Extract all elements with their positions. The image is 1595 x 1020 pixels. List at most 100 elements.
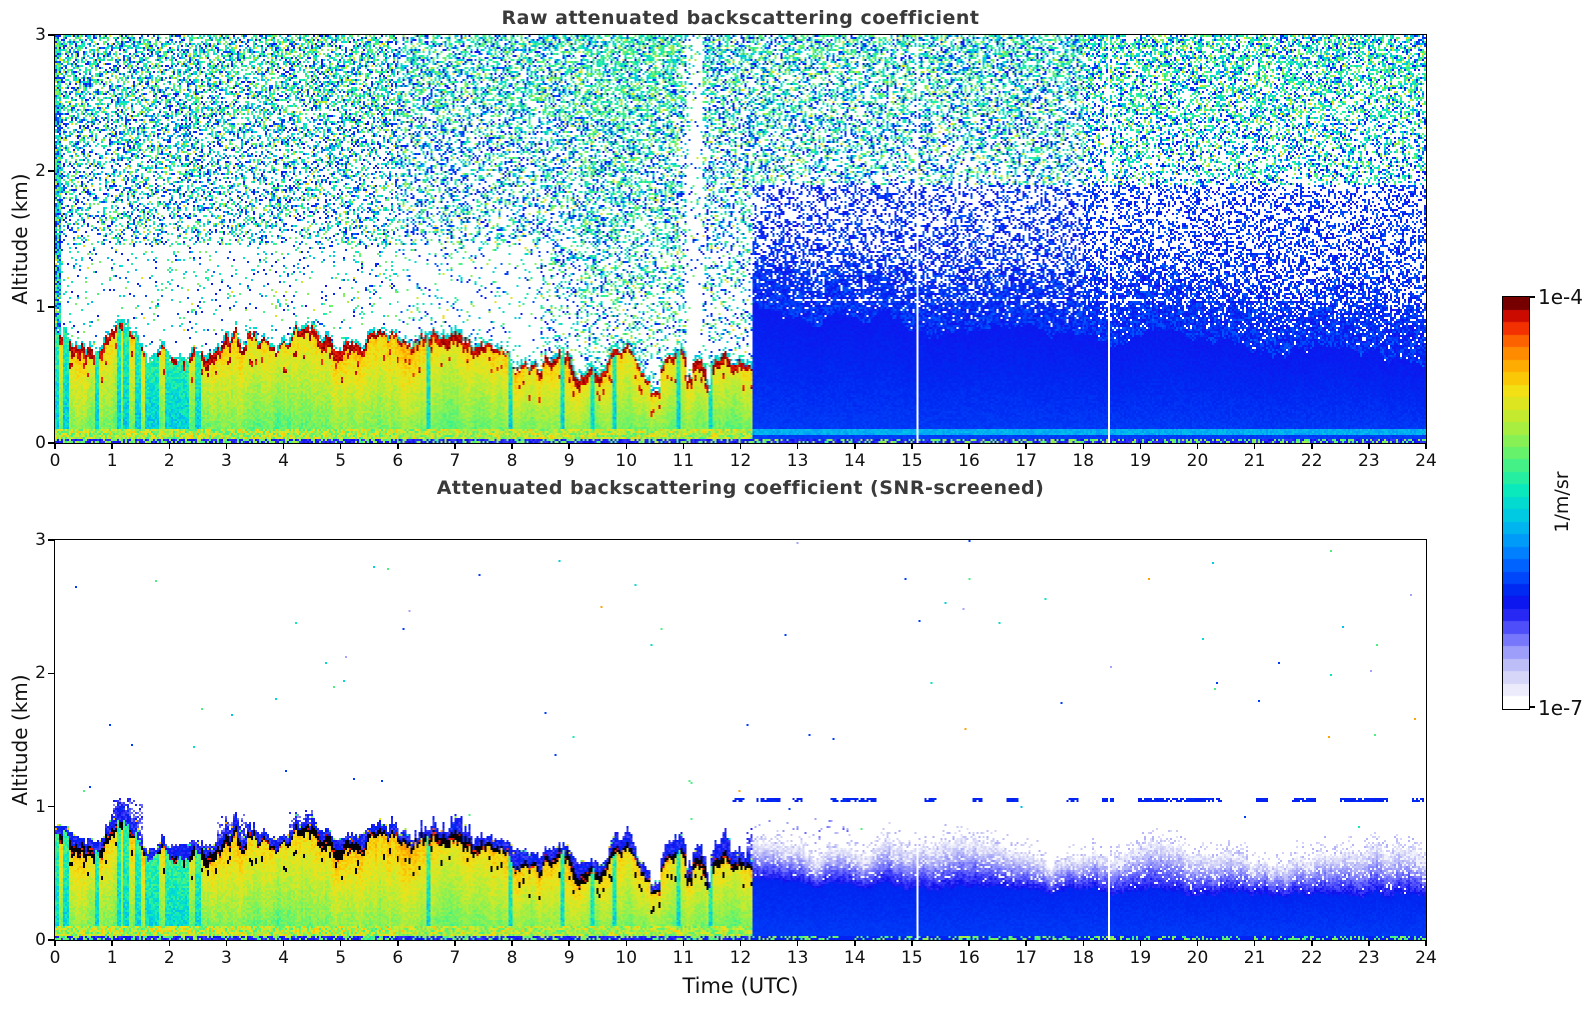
screened-heatmap xyxy=(54,539,1427,941)
y-tick-mark-raw xyxy=(48,306,54,308)
x-axis-label: Time (UTC) xyxy=(682,974,799,998)
x-tick-mark-raw xyxy=(1368,443,1370,449)
y-tick-mark-screened xyxy=(48,805,54,808)
x-tick-mark-screened xyxy=(568,940,570,946)
y-tick-mark-raw xyxy=(48,442,54,444)
x-tick-label-screened: 4 xyxy=(278,948,289,968)
x-tick-label-screened: 13 xyxy=(786,948,809,968)
x-tick-mark-raw xyxy=(282,443,285,449)
x-tick-label-raw: 4 xyxy=(278,451,289,471)
x-tick-label-raw: 18 xyxy=(1072,451,1095,471)
x-tick-mark-raw xyxy=(1025,443,1027,449)
x-tick-label-screened: 1 xyxy=(106,948,118,968)
y-tick-mark-screened xyxy=(48,939,54,941)
y-tick-label-screened: 1 xyxy=(35,796,46,817)
x-tick-label-raw: 2 xyxy=(163,451,175,471)
y-tick-label-raw: 2 xyxy=(35,161,46,181)
x-tick-mark-raw xyxy=(796,443,799,449)
y-tick-mark-raw xyxy=(48,170,54,172)
x-tick-mark-screened xyxy=(854,940,856,946)
x-tick-label-screened: 17 xyxy=(1015,948,1037,968)
x-tick-label-screened: 19 xyxy=(1129,948,1152,968)
y-tick-mark-screened xyxy=(48,672,54,675)
x-tick-label-raw: 11 xyxy=(672,451,695,471)
x-tick-mark-raw xyxy=(625,443,627,449)
x-tick-label-screened: 5 xyxy=(335,948,347,968)
x-tick-label-screened: 22 xyxy=(1300,948,1323,968)
x-tick-mark-raw xyxy=(1139,443,1142,449)
x-tick-label-raw: 7 xyxy=(449,451,461,471)
x-tick-mark-screened xyxy=(511,940,513,946)
x-tick-label-raw: 14 xyxy=(843,451,866,471)
colorbar-min-label: 1e-7 xyxy=(1538,696,1583,720)
colorbar-top-tick xyxy=(1529,296,1535,298)
x-tick-mark-screened xyxy=(1311,940,1313,946)
x-tick-label-screened: 7 xyxy=(449,948,461,968)
colorbar-unit-label: 1/m/sr xyxy=(1551,471,1573,533)
screened-y-axis-label: Altitude (km) xyxy=(8,674,32,806)
x-tick-mark-screened xyxy=(1025,940,1027,946)
y-tick-label-screened: 0 xyxy=(35,930,46,950)
x-tick-label-raw: 0 xyxy=(49,451,61,471)
x-tick-label-screened: 14 xyxy=(843,948,866,968)
x-tick-label-raw: 24 xyxy=(1415,451,1437,471)
x-tick-mark-screened xyxy=(1425,940,1427,946)
x-tick-mark-screened xyxy=(54,940,56,946)
x-tick-label-raw: 16 xyxy=(958,451,980,471)
x-tick-mark-raw xyxy=(339,443,342,449)
x-tick-mark-screened xyxy=(454,940,456,946)
x-tick-mark-raw xyxy=(968,443,970,449)
x-tick-label-screened: 15 xyxy=(901,948,923,968)
x-tick-label-screened: 11 xyxy=(672,948,695,968)
x-tick-mark-raw xyxy=(1253,443,1256,449)
x-tick-mark-raw xyxy=(511,443,513,449)
x-tick-mark-raw xyxy=(111,443,113,449)
x-tick-label-raw: 1 xyxy=(106,451,118,471)
x-tick-mark-raw xyxy=(1311,443,1313,449)
x-tick-mark-raw xyxy=(225,443,228,449)
x-tick-label-screened: 6 xyxy=(392,948,404,968)
x-tick-mark-screened xyxy=(625,940,627,946)
x-tick-mark-screened xyxy=(225,940,228,946)
colorbar-max-label: 1e-4 xyxy=(1538,285,1583,309)
x-tick-mark-screened xyxy=(168,940,170,946)
x-tick-label-raw: 23 xyxy=(1358,451,1380,471)
x-tick-label-screened: 9 xyxy=(563,948,575,968)
x-tick-mark-screened xyxy=(1368,940,1370,946)
x-tick-label-screened: 2 xyxy=(163,948,175,968)
x-tick-label-screened: 24 xyxy=(1415,948,1437,968)
x-tick-label-screened: 20 xyxy=(1186,948,1209,968)
x-tick-mark-screened xyxy=(968,940,970,946)
x-tick-label-screened: 23 xyxy=(1358,948,1380,968)
x-tick-mark-screened xyxy=(682,940,685,946)
x-tick-label-raw: 19 xyxy=(1129,451,1152,471)
x-tick-mark-screened xyxy=(397,940,399,946)
x-tick-mark-raw xyxy=(911,443,913,449)
x-tick-label-raw: 9 xyxy=(563,451,575,471)
x-tick-label-raw: 21 xyxy=(1243,451,1266,471)
y-tick-label-screened: 3 xyxy=(35,530,46,550)
x-tick-mark-screened xyxy=(739,940,742,946)
y-tick-mark-raw xyxy=(48,34,54,36)
x-tick-mark-raw xyxy=(454,443,456,449)
raw-panel-title: Raw attenuated backscattering coefficien… xyxy=(501,7,980,29)
x-tick-label-screened: 18 xyxy=(1072,948,1095,968)
x-tick-mark-screened xyxy=(339,940,342,946)
x-tick-mark-raw xyxy=(1196,443,1199,449)
x-tick-mark-screened xyxy=(111,940,113,946)
x-tick-mark-raw xyxy=(682,443,685,449)
x-tick-mark-raw xyxy=(854,443,856,449)
y-tick-label-screened: 2 xyxy=(35,663,46,684)
x-tick-mark-raw xyxy=(168,443,170,449)
y-tick-label-raw: 3 xyxy=(35,25,46,45)
x-tick-label-raw: 17 xyxy=(1015,451,1037,471)
x-tick-mark-raw xyxy=(1082,443,1084,449)
x-tick-label-raw: 5 xyxy=(335,451,347,471)
x-tick-label-raw: 6 xyxy=(392,451,404,471)
y-tick-label-raw: 1 xyxy=(35,297,46,317)
colorbar-bottom-tick xyxy=(1529,706,1535,708)
x-tick-label-screened: 3 xyxy=(220,948,232,968)
y-tick-label-raw: 0 xyxy=(35,433,46,453)
x-tick-label-raw: 3 xyxy=(220,451,232,471)
